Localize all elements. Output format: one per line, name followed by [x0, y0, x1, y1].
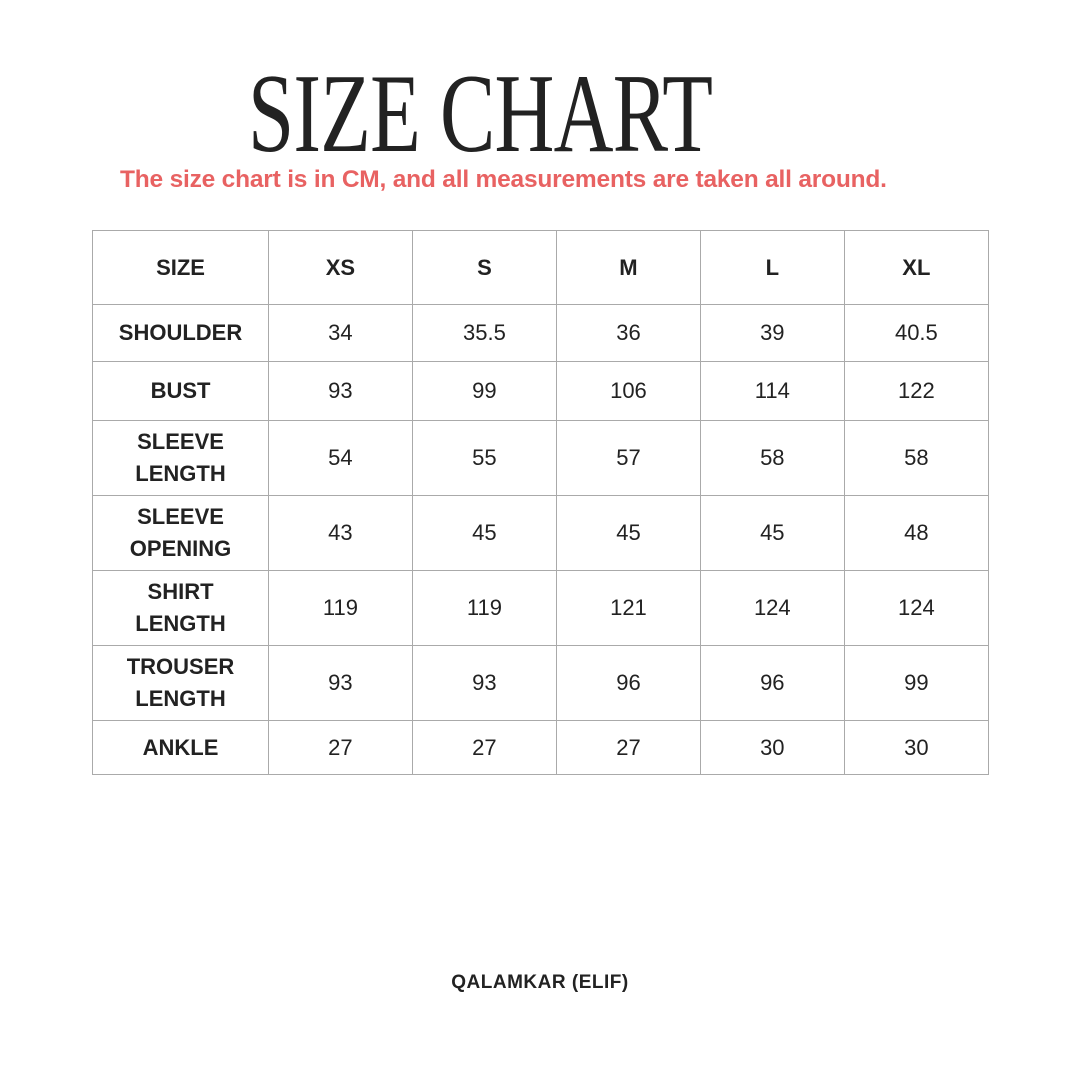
table-row: SLEEVE OPENING 43 45 45 45 48 — [91, 495, 990, 571]
size-table: SIZE XS S M L XL SHOULDER 34 35.5 36 39 40.5 B… — [91, 230, 990, 775]
table-row: SHIRT LENGTH 119 119 121 124 124 — [91, 570, 990, 646]
table-cell: 121 — [556, 570, 701, 646]
header-cell: XS — [268, 230, 413, 305]
table-cell: 45 — [556, 495, 701, 571]
table-header-row: SIZE XS S M L XL — [91, 230, 990, 305]
table-cell: 93 — [268, 645, 413, 721]
table-cell: 99 — [411, 361, 558, 421]
table-cell: 36 — [556, 304, 701, 362]
table-cell: 96 — [699, 645, 845, 721]
row-label: SHIRT LENGTH — [91, 570, 270, 646]
header-cell: L — [699, 230, 845, 305]
table-cell: 48 — [843, 495, 990, 571]
header-cell: SIZE — [91, 230, 270, 305]
table-cell: 58 — [699, 420, 845, 496]
table-row: SLEEVE LENGTH 54 55 57 58 58 — [91, 420, 990, 496]
table-cell: 122 — [843, 361, 990, 421]
page-title: SIZE CHART — [248, 52, 713, 176]
table-cell: 93 — [411, 645, 558, 721]
table-row: ANKLE 27 27 27 30 30 — [91, 720, 990, 775]
row-label: ANKLE — [91, 720, 270, 775]
table-row: BUST 93 99 106 114 122 — [91, 361, 990, 421]
row-label: TROUSER LENGTH — [91, 645, 270, 721]
table-cell: 55 — [411, 420, 558, 496]
subtitle-note: The size chart is in CM, and all measure… — [120, 166, 887, 193]
header-cell: M — [556, 230, 701, 305]
table-cell: 40.5 — [843, 304, 990, 362]
table-cell: 119 — [268, 570, 413, 646]
table-cell: 27 — [411, 720, 558, 775]
table-cell: 119 — [411, 570, 558, 646]
table-cell: 27 — [268, 720, 413, 775]
table-cell: 54 — [268, 420, 413, 496]
table-cell: 106 — [556, 361, 701, 421]
table-cell: 124 — [699, 570, 845, 646]
row-label: SLEEVE OPENING — [91, 495, 270, 571]
header-cell: XL — [843, 230, 990, 305]
table-cell: 43 — [268, 495, 413, 571]
table-cell: 30 — [843, 720, 990, 775]
table-row: TROUSER LENGTH 93 93 96 96 99 — [91, 645, 990, 721]
table-cell: 99 — [843, 645, 990, 721]
table-row: SHOULDER 34 35.5 36 39 40.5 — [91, 304, 990, 362]
table-cell: 34 — [268, 304, 413, 362]
table-cell: 35.5 — [411, 304, 558, 362]
table-cell: 30 — [699, 720, 845, 775]
row-label: BUST — [91, 361, 270, 421]
table-cell: 114 — [699, 361, 845, 421]
table-cell: 45 — [411, 495, 558, 571]
table-cell: 124 — [843, 570, 990, 646]
table-cell: 27 — [556, 720, 701, 775]
row-label: SHOULDER — [91, 304, 270, 362]
row-label: SLEEVE LENGTH — [91, 420, 270, 496]
table-cell: 57 — [556, 420, 701, 496]
table-cell: 58 — [843, 420, 990, 496]
table-cell: 45 — [699, 495, 845, 571]
table-cell: 39 — [699, 304, 845, 362]
brand-footer: QALAMKAR (ELIF) — [451, 972, 629, 993]
header-cell: S — [411, 230, 558, 305]
table-cell: 96 — [556, 645, 701, 721]
table-cell: 93 — [268, 361, 413, 421]
